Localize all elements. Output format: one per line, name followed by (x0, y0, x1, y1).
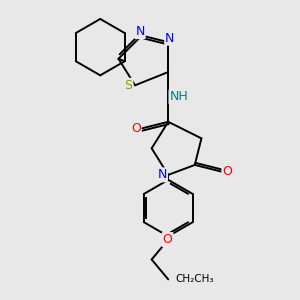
Text: N: N (158, 168, 167, 182)
Text: O: O (131, 122, 141, 135)
Text: CH₂CH₃: CH₂CH₃ (175, 274, 213, 284)
Text: N: N (135, 25, 145, 38)
Text: N: N (165, 32, 175, 45)
Text: NH: NH (169, 90, 188, 104)
Text: O: O (222, 165, 232, 178)
Text: O: O (163, 233, 172, 246)
Text: S: S (124, 79, 132, 92)
